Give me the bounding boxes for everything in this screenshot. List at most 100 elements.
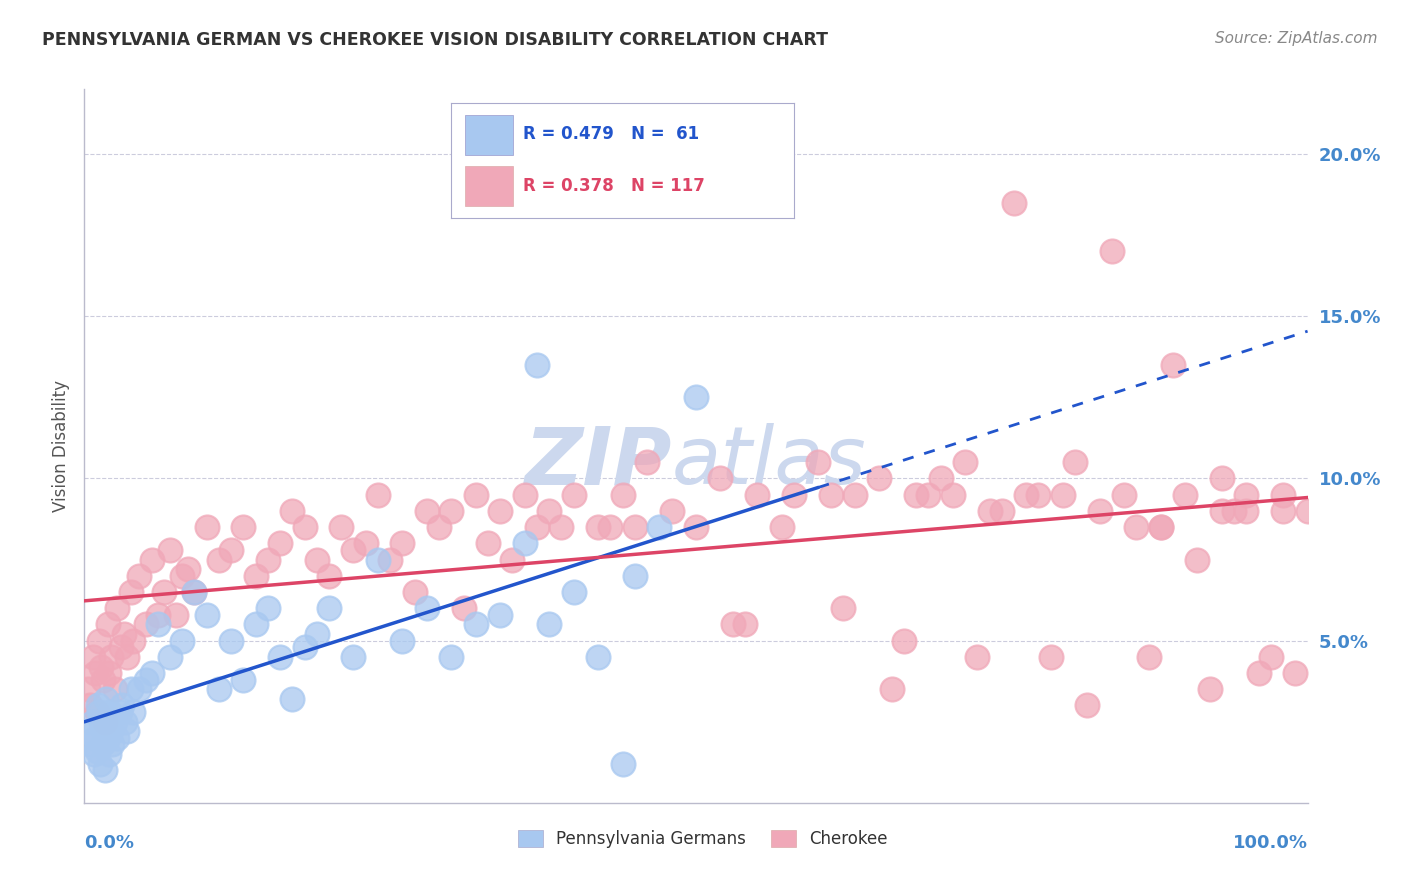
Point bbox=[440, 504, 463, 518]
Point bbox=[232, 673, 254, 687]
Point bbox=[807, 455, 830, 469]
Point bbox=[427, 520, 450, 534]
Point bbox=[953, 455, 976, 469]
Point bbox=[96, 692, 118, 706]
Point bbox=[685, 390, 707, 404]
Point bbox=[1002, 195, 1025, 210]
Point bbox=[281, 504, 304, 518]
Point bbox=[929, 471, 952, 485]
Point bbox=[318, 568, 340, 582]
Point bbox=[294, 520, 316, 534]
Point bbox=[526, 358, 548, 372]
Point bbox=[146, 617, 169, 632]
Point bbox=[440, 649, 463, 664]
Point bbox=[87, 633, 110, 648]
Point bbox=[82, 714, 104, 729]
Point bbox=[844, 488, 866, 502]
Point bbox=[183, 585, 205, 599]
Point bbox=[122, 633, 145, 648]
Point bbox=[342, 542, 364, 557]
Point bbox=[1161, 358, 1184, 372]
Point bbox=[661, 504, 683, 518]
Point bbox=[391, 633, 413, 648]
Point bbox=[1028, 488, 1050, 502]
Point bbox=[128, 682, 150, 697]
Point bbox=[101, 738, 124, 752]
Point bbox=[104, 714, 127, 729]
Point bbox=[294, 640, 316, 654]
Point bbox=[115, 724, 138, 739]
Point bbox=[1076, 698, 1098, 713]
Point bbox=[245, 617, 267, 632]
Point bbox=[1064, 455, 1087, 469]
Point bbox=[869, 471, 891, 485]
Point bbox=[93, 721, 115, 735]
Point bbox=[1284, 666, 1306, 681]
Point bbox=[538, 504, 561, 518]
Point bbox=[86, 705, 108, 719]
Point bbox=[183, 585, 205, 599]
Point bbox=[391, 536, 413, 550]
Point bbox=[79, 698, 101, 713]
Point bbox=[82, 649, 104, 664]
Point bbox=[77, 724, 100, 739]
Text: 100.0%: 100.0% bbox=[1233, 834, 1308, 852]
Point bbox=[115, 649, 138, 664]
Point bbox=[464, 488, 486, 502]
Point bbox=[526, 520, 548, 534]
Point bbox=[330, 520, 353, 534]
Point bbox=[1260, 649, 1282, 664]
Point bbox=[709, 471, 731, 485]
Point bbox=[991, 504, 1014, 518]
Point bbox=[820, 488, 842, 502]
Point bbox=[112, 627, 135, 641]
Point bbox=[100, 724, 122, 739]
Text: PENNSYLVANIA GERMAN VS CHEROKEE VISION DISABILITY CORRELATION CHART: PENNSYLVANIA GERMAN VS CHEROKEE VISION D… bbox=[42, 31, 828, 49]
Point bbox=[97, 617, 120, 632]
Point bbox=[1211, 471, 1233, 485]
Point bbox=[1137, 649, 1160, 664]
Point bbox=[208, 682, 231, 697]
Point bbox=[1039, 649, 1062, 664]
Point bbox=[120, 585, 142, 599]
Point bbox=[1125, 520, 1147, 534]
Point bbox=[94, 764, 117, 778]
Point bbox=[586, 649, 609, 664]
Point bbox=[586, 520, 609, 534]
Point bbox=[562, 585, 585, 599]
Point bbox=[90, 659, 112, 673]
Point bbox=[1015, 488, 1038, 502]
Text: Source: ZipAtlas.com: Source: ZipAtlas.com bbox=[1215, 31, 1378, 46]
Point bbox=[114, 714, 136, 729]
Point bbox=[1198, 682, 1220, 697]
Point bbox=[538, 617, 561, 632]
Point bbox=[721, 617, 744, 632]
Point bbox=[146, 607, 169, 622]
Point bbox=[880, 682, 903, 697]
Point bbox=[153, 585, 176, 599]
Point bbox=[342, 649, 364, 664]
Point bbox=[550, 520, 572, 534]
Point bbox=[734, 617, 756, 632]
Point bbox=[905, 488, 928, 502]
Point bbox=[612, 756, 634, 771]
Point bbox=[108, 705, 131, 719]
Point bbox=[966, 649, 988, 664]
Point bbox=[135, 673, 157, 687]
Point bbox=[979, 504, 1001, 518]
Point bbox=[105, 731, 128, 745]
Point bbox=[305, 627, 328, 641]
Point bbox=[513, 536, 536, 550]
Point bbox=[219, 542, 242, 557]
Point bbox=[562, 488, 585, 502]
Point bbox=[87, 705, 110, 719]
Text: 0.0%: 0.0% bbox=[84, 834, 135, 852]
Point bbox=[747, 488, 769, 502]
Point bbox=[110, 640, 132, 654]
Point bbox=[91, 673, 114, 687]
Point bbox=[122, 705, 145, 719]
Point bbox=[367, 488, 389, 502]
Point bbox=[208, 552, 231, 566]
Point bbox=[1150, 520, 1173, 534]
Point bbox=[1150, 520, 1173, 534]
